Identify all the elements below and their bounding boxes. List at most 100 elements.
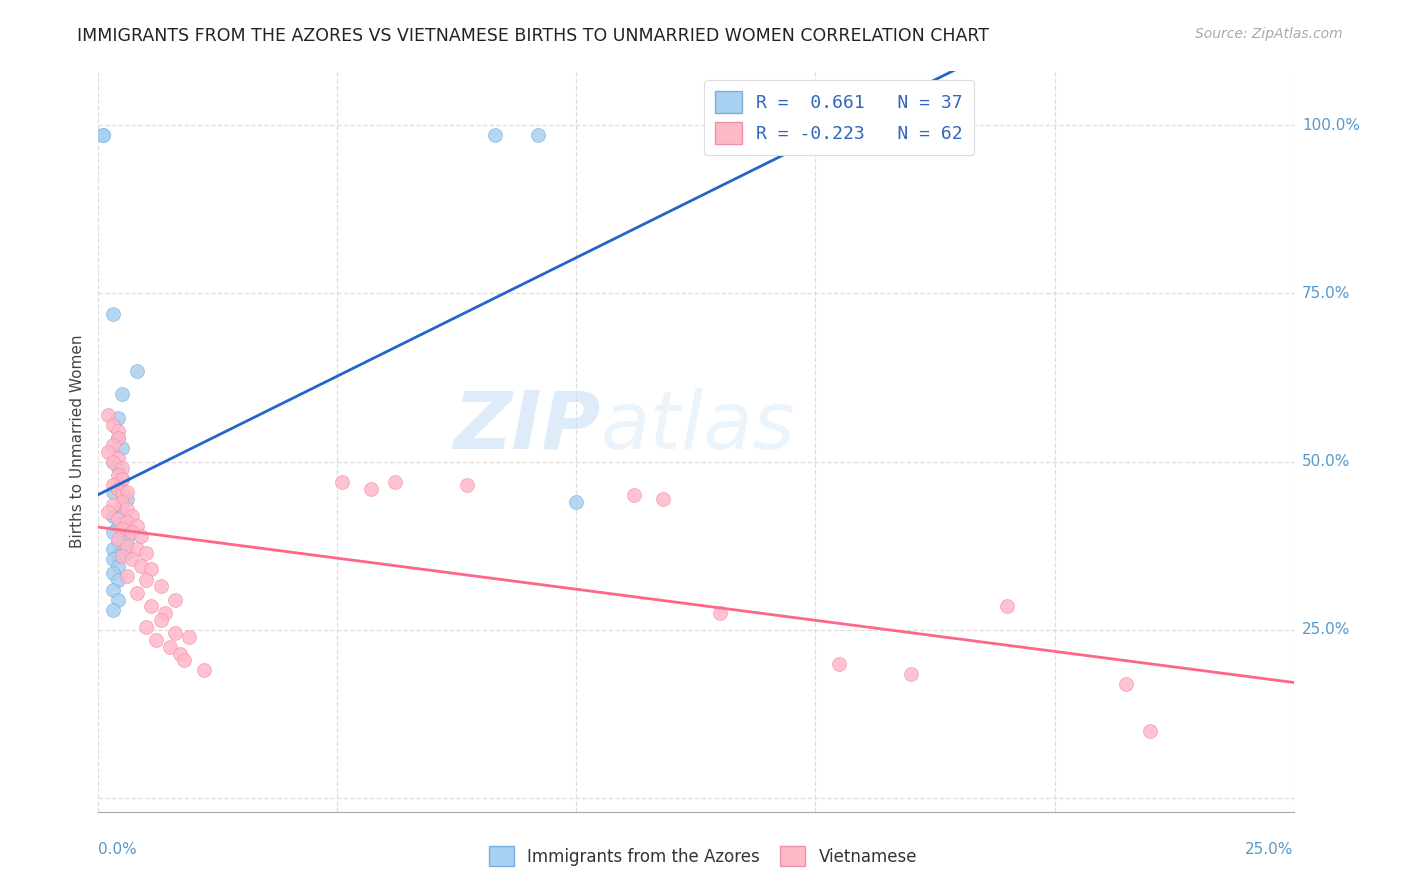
Point [173, 653, 195, 667]
Point [828, 657, 851, 671]
Point [111, 539, 134, 553]
Point [1115, 677, 1137, 691]
Point [107, 482, 129, 496]
Point [125, 586, 148, 600]
Point [115, 569, 138, 583]
Point [97, 444, 120, 458]
Point [107, 468, 129, 483]
Point [111, 522, 134, 536]
Point [97, 505, 120, 519]
Point [565, 495, 588, 509]
Point [125, 542, 148, 557]
Point [115, 491, 138, 506]
Point [107, 431, 129, 445]
Point [155, 606, 177, 620]
Point [115, 501, 138, 516]
Point [623, 488, 645, 502]
Point [101, 455, 124, 469]
Point [111, 442, 134, 456]
Point [456, 478, 478, 492]
Point [651, 491, 673, 506]
Point [107, 549, 129, 563]
Point [91, 128, 114, 143]
Point [139, 599, 162, 614]
Point [101, 508, 124, 523]
Y-axis label: Births to Unmarried Women: Births to Unmarried Women [69, 334, 84, 549]
Point [125, 518, 148, 533]
Point [107, 512, 129, 526]
Text: 75.0%: 75.0% [1302, 286, 1350, 301]
Point [107, 431, 129, 445]
Legend: R =  0.661   N = 37, R = -0.223   N = 62: R = 0.661 N = 37, R = -0.223 N = 62 [704, 80, 974, 155]
Point [107, 461, 129, 475]
Point [111, 485, 134, 500]
Point [101, 499, 124, 513]
Point [111, 387, 134, 401]
Point [163, 592, 186, 607]
Point [101, 525, 124, 540]
Point [139, 562, 162, 576]
Point [111, 522, 134, 536]
Point [101, 582, 124, 597]
Text: 100.0%: 100.0% [1302, 118, 1360, 133]
Text: ZIP: ZIP [453, 388, 600, 466]
Point [107, 451, 129, 466]
Point [107, 411, 129, 425]
Point [527, 128, 550, 143]
Point [91, 128, 114, 143]
Point [101, 478, 124, 492]
Point [107, 532, 129, 546]
Point [111, 499, 134, 513]
Point [115, 516, 138, 530]
Point [107, 535, 129, 549]
Point [145, 633, 167, 648]
Point [131, 529, 153, 543]
Point [101, 438, 124, 452]
Point [159, 640, 181, 654]
Text: Source: ZipAtlas.com: Source: ZipAtlas.com [1195, 27, 1343, 41]
Point [135, 620, 157, 634]
Point [107, 425, 129, 439]
Text: IMMIGRANTS FROM THE AZORES VS VIETNAMESE BIRTHS TO UNMARRIED WOMEN CORRELATION C: IMMIGRANTS FROM THE AZORES VS VIETNAMESE… [77, 27, 990, 45]
Point [101, 566, 124, 580]
Point [101, 552, 124, 566]
Point [107, 592, 129, 607]
Point [101, 307, 124, 321]
Text: 50.0%: 50.0% [1302, 454, 1350, 469]
Point [111, 549, 134, 563]
Point [179, 630, 201, 644]
Point [995, 599, 1018, 614]
Point [101, 417, 124, 432]
Point [101, 485, 124, 500]
Point [121, 525, 143, 540]
Point [330, 475, 353, 489]
Point [107, 518, 129, 533]
Point [900, 666, 922, 681]
Point [107, 482, 129, 496]
Point [484, 128, 506, 143]
Point [111, 472, 134, 486]
Point [193, 664, 215, 678]
Legend: Immigrants from the Azores, Vietnamese: Immigrants from the Azores, Vietnamese [482, 839, 924, 873]
Point [125, 364, 148, 378]
Text: 25.0%: 25.0% [1302, 623, 1350, 638]
Point [135, 573, 157, 587]
Point [115, 546, 138, 560]
Point [107, 559, 129, 574]
Text: atlas: atlas [600, 388, 796, 466]
Point [111, 472, 134, 486]
Point [107, 573, 129, 587]
Point [169, 647, 191, 661]
Point [384, 475, 406, 489]
Text: 0.0%: 0.0% [98, 842, 138, 857]
Point [115, 485, 138, 500]
Point [101, 542, 124, 557]
Point [135, 546, 157, 560]
Point [115, 516, 138, 530]
Point [111, 461, 134, 475]
Point [360, 482, 382, 496]
Point [97, 408, 120, 422]
Point [1139, 723, 1161, 738]
Point [149, 579, 172, 593]
Point [115, 532, 138, 546]
